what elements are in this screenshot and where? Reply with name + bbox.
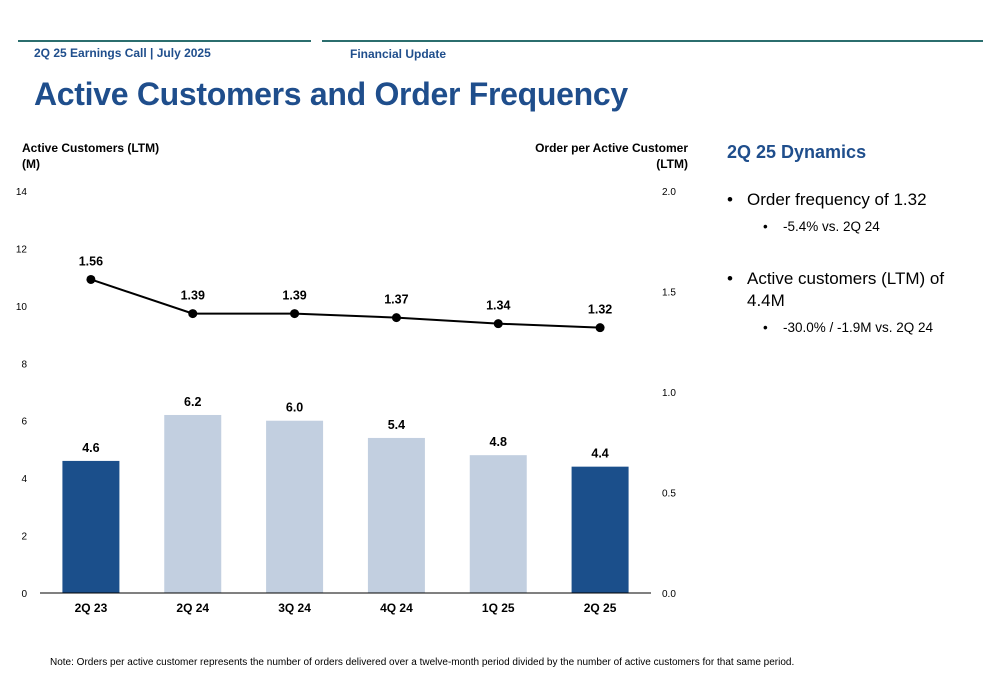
line-data-label: 1.56: [79, 254, 103, 268]
dynamics-subbullet-customers: -30.0% / -1.9M vs. 2Q 24: [727, 319, 967, 337]
line-point: [391, 313, 401, 323]
x-axis-category-label: 2Q 24: [176, 601, 209, 615]
bar-active-customers: [469, 455, 527, 593]
header-rule-left: [18, 40, 311, 42]
bar-data-label: 5.4: [388, 418, 405, 432]
right-axis-tick-label: 2.0: [662, 187, 676, 198]
line-data-label: 1.39: [282, 289, 306, 303]
left-axis-tick-label: 8: [21, 359, 27, 370]
left-axis-tick-label: 12: [16, 244, 28, 255]
dynamics-bullet-customers: Active customers (LTM) of 4.4M: [727, 268, 967, 312]
x-axis-category-label: 2Q 23: [75, 601, 108, 615]
right-axis-title: Order per Active Customer: [535, 141, 688, 155]
left-axis-tick-label: 10: [16, 302, 28, 313]
bar-active-customers: [571, 466, 629, 593]
header-section-label: Financial Update: [350, 47, 447, 61]
x-axis-category-label: 2Q 25: [584, 601, 617, 615]
line-point: [86, 274, 96, 284]
dynamics-bullet-frequency: Order frequency of 1.32: [727, 189, 967, 211]
x-axis-category-label: 1Q 25: [482, 601, 515, 615]
left-axis-tick-label: 4: [21, 474, 27, 485]
header-event-label: 2Q 25 Earnings Call | July 2025: [34, 46, 211, 60]
bar-active-customers: [367, 437, 425, 593]
line-data-label: 1.39: [181, 289, 205, 303]
left-axis-tick-label: 6: [21, 417, 27, 428]
right-axis-title: (LTM): [656, 157, 688, 171]
right-axis-tick-label: 0.0: [662, 589, 676, 600]
page-title: Active Customers and Order Frequency: [34, 76, 628, 112]
left-axis-tick-label: 0: [21, 589, 27, 600]
line-point: [493, 319, 503, 329]
bar-active-customers: [62, 460, 120, 593]
line-point: [595, 323, 605, 333]
dynamics-subbullet-frequency: -5.4% vs. 2Q 24: [727, 218, 967, 236]
footnote: Note: Orders per active customer represe…: [50, 657, 795, 668]
right-axis-tick-label: 0.5: [662, 489, 676, 500]
line-order-frequency: [90, 278, 601, 329]
bar-active-customers: [266, 420, 324, 593]
bar-data-label: 4.6: [82, 441, 99, 455]
left-axis-tick-label: 2: [21, 532, 27, 543]
left-axis-tick-label: 14: [16, 187, 28, 198]
line-data-label: 1.37: [384, 293, 408, 307]
combo-chart: Active Customers (LTM) (M) Order per Activ…: [16, 141, 688, 615]
line-data-label: 1.34: [486, 299, 510, 313]
bar-active-customers: [164, 414, 222, 593]
dynamics-title: 2Q 25 Dynamics: [727, 142, 867, 162]
header-rule-right: [322, 40, 983, 42]
line-point: [290, 309, 300, 319]
left-axis-title: Active Customers (LTM): [22, 141, 159, 155]
left-axis-title: (M): [22, 157, 40, 171]
dynamics-panel: 2Q 25 Dynamics Order frequency of 1.32 -…: [727, 142, 967, 337]
bar-data-label: 4.4: [591, 447, 608, 461]
x-axis-category-label: 4Q 24: [380, 601, 413, 615]
line-data-label: 1.32: [588, 303, 612, 317]
line-point: [188, 309, 198, 319]
right-axis-tick-label: 1.5: [662, 288, 676, 299]
bar-data-label: 6.0: [286, 401, 303, 415]
x-axis-category-label: 3Q 24: [278, 601, 311, 615]
bar-data-label: 4.8: [490, 435, 507, 449]
bar-data-label: 6.2: [184, 395, 201, 409]
right-axis-tick-label: 1.0: [662, 388, 676, 399]
